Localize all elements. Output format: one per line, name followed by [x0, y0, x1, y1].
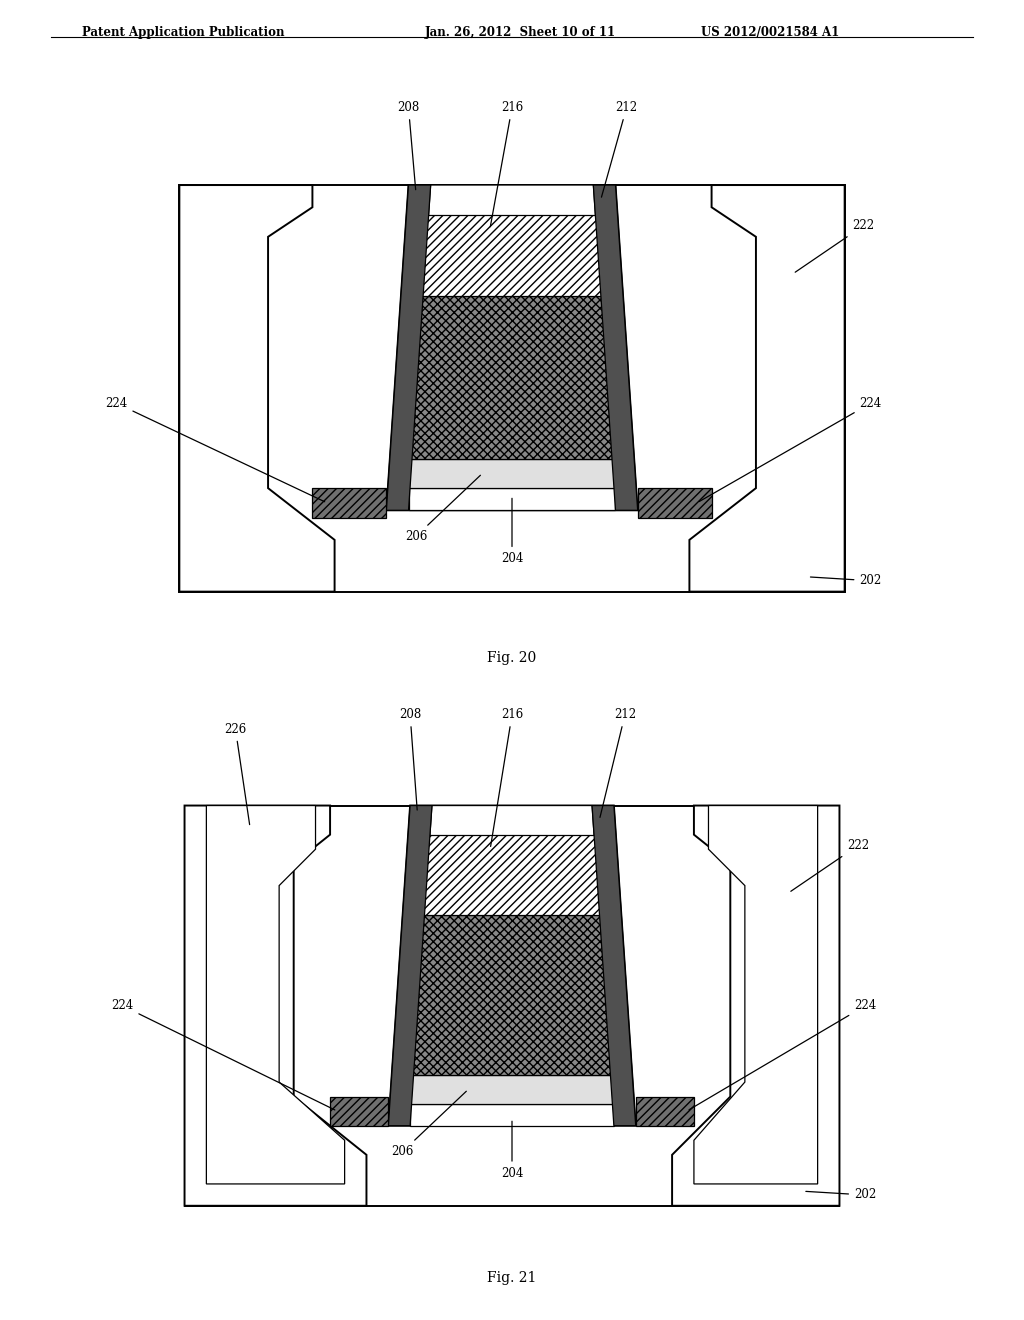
Text: 224: 224	[699, 397, 882, 502]
Text: 226: 226	[224, 723, 250, 825]
Text: 208: 208	[397, 102, 420, 190]
Polygon shape	[411, 805, 613, 1126]
Bar	[184, 805, 840, 1205]
Text: 206: 206	[404, 475, 480, 543]
Polygon shape	[312, 488, 386, 517]
Bar	[179, 185, 845, 591]
Text: 224: 224	[689, 999, 877, 1110]
Bar	[411, 1074, 613, 1104]
Bar	[411, 834, 613, 915]
Polygon shape	[689, 185, 845, 591]
Bar	[409, 458, 615, 488]
Polygon shape	[593, 185, 638, 511]
Bar	[411, 915, 613, 1074]
Polygon shape	[386, 185, 638, 511]
Text: 222: 222	[791, 840, 868, 891]
Text: 208: 208	[399, 709, 421, 810]
Text: 222: 222	[796, 219, 874, 272]
Bar	[409, 215, 615, 296]
Text: 204: 204	[501, 499, 523, 565]
Text: Patent Application Publication: Patent Application Publication	[82, 26, 285, 40]
Text: 202: 202	[806, 1188, 877, 1201]
Text: Jan. 26, 2012  Sheet 10 of 11: Jan. 26, 2012 Sheet 10 of 11	[425, 26, 616, 40]
Text: US 2012/0021584 A1: US 2012/0021584 A1	[701, 26, 840, 40]
Text: Fig. 20: Fig. 20	[487, 651, 537, 665]
Polygon shape	[636, 1097, 694, 1126]
Text: 224: 224	[105, 397, 325, 502]
Text: 224: 224	[112, 999, 335, 1110]
Polygon shape	[409, 185, 615, 511]
Bar	[411, 1104, 613, 1126]
Polygon shape	[330, 1097, 388, 1126]
Text: 212: 212	[601, 102, 638, 197]
Text: Fig. 21: Fig. 21	[487, 1271, 537, 1286]
Polygon shape	[179, 185, 335, 591]
Polygon shape	[592, 805, 636, 1126]
Bar	[409, 296, 615, 458]
Polygon shape	[207, 805, 345, 1184]
Polygon shape	[694, 805, 817, 1184]
Polygon shape	[388, 805, 432, 1126]
Bar	[409, 488, 615, 511]
Text: 212: 212	[600, 709, 636, 817]
Polygon shape	[672, 805, 840, 1205]
Text: 204: 204	[501, 1121, 523, 1180]
Text: 216: 216	[490, 709, 523, 846]
Text: 202: 202	[810, 574, 882, 587]
Text: 206: 206	[391, 1092, 466, 1158]
Polygon shape	[388, 805, 636, 1126]
Polygon shape	[184, 805, 367, 1205]
Polygon shape	[386, 185, 431, 511]
Text: 216: 216	[490, 102, 523, 227]
Polygon shape	[638, 488, 712, 517]
